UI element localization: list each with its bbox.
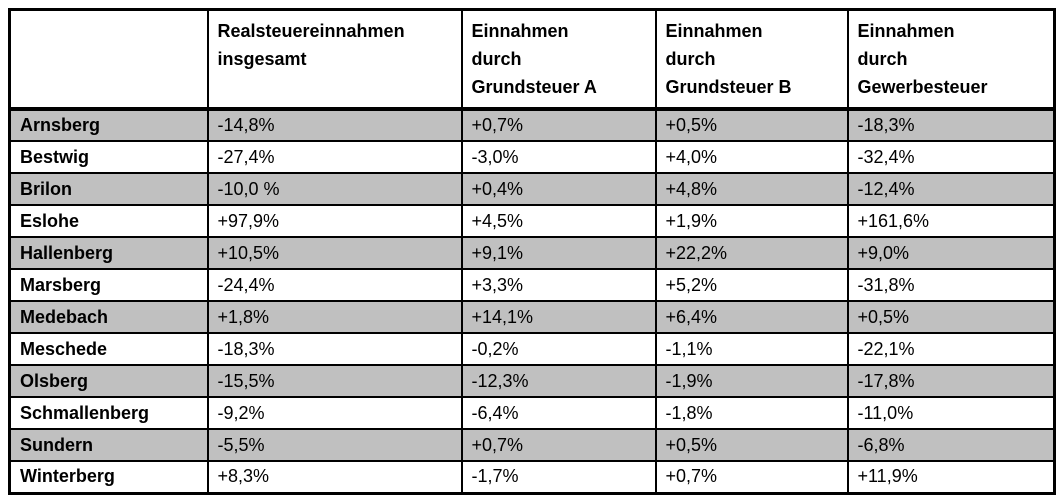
cell-grundsteuer-a: -12,3% [460, 364, 657, 398]
cell-grundsteuer-a: -0,2% [460, 332, 657, 366]
cell-gewerbesteuer: +161,6% [846, 204, 1056, 238]
cell-grundsteuer-a: -1,7% [460, 460, 657, 494]
cell-grundsteuer-a: +0,4% [460, 172, 657, 206]
table-row-sundern: Sundern -5,5% +0,7% +0,5% -6,8% [8, 428, 1056, 462]
cell-grundsteuer-b: +1,9% [654, 204, 849, 238]
cell-gewerbesteuer: -12,4% [846, 172, 1056, 206]
cell-total: -9,2% [206, 396, 463, 430]
cell-total: +97,9% [206, 204, 463, 238]
table-row-eslohe: Eslohe +97,9% +4,5% +1,9% +161,6% [8, 204, 1056, 238]
cell-gewerbesteuer: -6,8% [846, 428, 1056, 462]
cell-total: +1,8% [206, 300, 463, 334]
cell-gewerbesteuer: +0,5% [846, 300, 1056, 334]
cell-grundsteuer-b: -1,8% [654, 396, 849, 430]
header-row: Realsteuereinnahmen insgesamt Einnahmen … [8, 8, 1056, 111]
table-row-brilon: Brilon -10,0 % +0,4% +4,8% -12,4% [8, 172, 1056, 206]
row-label: Bestwig [8, 140, 209, 174]
cell-grundsteuer-a: +14,1% [460, 300, 657, 334]
column-header-realsteuer-total: Realsteuereinnahmen insgesamt [206, 8, 463, 111]
tax-revenue-table: Realsteuereinnahmen insgesamt Einnahmen … [8, 8, 1056, 495]
cell-grundsteuer-b: +5,2% [654, 268, 849, 302]
cell-grundsteuer-a: -6,4% [460, 396, 657, 430]
cell-grundsteuer-b: +22,2% [654, 236, 849, 270]
cell-total: +10,5% [206, 236, 463, 270]
cell-grundsteuer-b: +4,0% [654, 140, 849, 174]
cell-grundsteuer-b: -1,9% [654, 364, 849, 398]
table-row-winterberg: Winterberg +8,3% -1,7% +0,7% +11,9% [8, 460, 1056, 494]
row-label: Brilon [8, 172, 209, 206]
cell-grundsteuer-a: +3,3% [460, 268, 657, 302]
cell-grundsteuer-b: +4,8% [654, 172, 849, 206]
row-label: Olsberg [8, 364, 209, 398]
row-label: Eslohe [8, 204, 209, 238]
cell-grundsteuer-b: +0,5% [654, 108, 849, 142]
row-label: Schmallenberg [8, 396, 209, 430]
row-label: Winterberg [8, 460, 209, 494]
table-row-meschede: Meschede -18,3% -0,2% -1,1% -22,1% [8, 332, 1056, 366]
cell-total: +8,3% [206, 460, 463, 494]
cell-total: -15,5% [206, 364, 463, 398]
cell-grundsteuer-b: +0,7% [654, 460, 849, 494]
cell-grundsteuer-a: +0,7% [460, 108, 657, 142]
cell-total: -5,5% [206, 428, 463, 462]
table-row-hallenberg: Hallenberg +10,5% +9,1% +22,2% +9,0% [8, 236, 1056, 270]
column-header-grundsteuer-b: Einnahmen durch Grundsteuer B [654, 8, 849, 111]
cell-gewerbesteuer: +11,9% [846, 460, 1056, 494]
cell-gewerbesteuer: +9,0% [846, 236, 1056, 270]
table-row-medebach: Medebach +1,8% +14,1% +6,4% +0,5% [8, 300, 1056, 334]
table-row-arnsberg: Arnsberg -14,8% +0,7% +0,5% -18,3% [8, 108, 1056, 142]
table-row-marsberg: Marsberg -24,4% +3,3% +5,2% -31,8% [8, 268, 1056, 302]
cell-grundsteuer-a: -3,0% [460, 140, 657, 174]
cell-gewerbesteuer: -17,8% [846, 364, 1056, 398]
column-header-gewerbesteuer: Einnahmen durch Gewerbesteuer [846, 8, 1056, 111]
row-label: Meschede [8, 332, 209, 366]
column-header-municipality [8, 8, 209, 111]
cell-total: -18,3% [206, 332, 463, 366]
cell-grundsteuer-a: +0,7% [460, 428, 657, 462]
cell-grundsteuer-a: +4,5% [460, 204, 657, 238]
cell-grundsteuer-b: +0,5% [654, 428, 849, 462]
table-row-bestwig: Bestwig -27,4% -3,0% +4,0% -32,4% [8, 140, 1056, 174]
row-label: Sundern [8, 428, 209, 462]
cell-gewerbesteuer: -31,8% [846, 268, 1056, 302]
column-header-grundsteuer-a: Einnahmen durch Grundsteuer A [460, 8, 657, 111]
table-row-schmallenberg: Schmallenberg -9,2% -6,4% -1,8% -11,0% [8, 396, 1056, 430]
row-label: Hallenberg [8, 236, 209, 270]
cell-gewerbesteuer: -11,0% [846, 396, 1056, 430]
cell-total: -10,0 % [206, 172, 463, 206]
cell-gewerbesteuer: -18,3% [846, 108, 1056, 142]
cell-total: -14,8% [206, 108, 463, 142]
cell-total: -24,4% [206, 268, 463, 302]
cell-grundsteuer-b: -1,1% [654, 332, 849, 366]
cell-grundsteuer-b: +6,4% [654, 300, 849, 334]
cell-gewerbesteuer: -32,4% [846, 140, 1056, 174]
table-row-olsberg: Olsberg -15,5% -12,3% -1,9% -17,8% [8, 364, 1056, 398]
row-label: Marsberg [8, 268, 209, 302]
cell-gewerbesteuer: -22,1% [846, 332, 1056, 366]
cell-grundsteuer-a: +9,1% [460, 236, 657, 270]
row-label: Medebach [8, 300, 209, 334]
row-label: Arnsberg [8, 108, 209, 142]
cell-total: -27,4% [206, 140, 463, 174]
